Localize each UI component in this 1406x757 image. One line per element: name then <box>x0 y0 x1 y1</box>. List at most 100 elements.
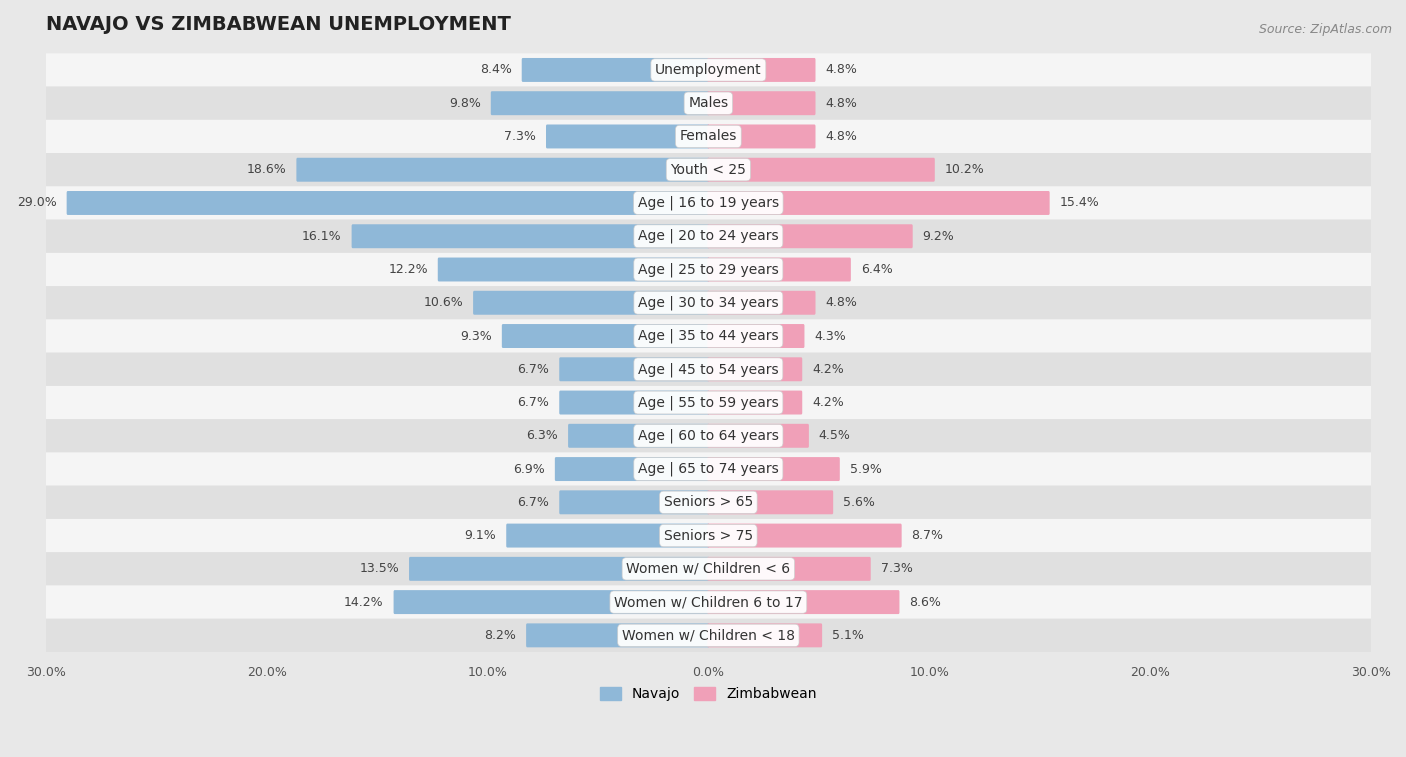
FancyBboxPatch shape <box>707 590 900 614</box>
FancyBboxPatch shape <box>546 124 710 148</box>
Text: 5.1%: 5.1% <box>832 629 863 642</box>
Text: Age | 65 to 74 years: Age | 65 to 74 years <box>638 462 779 476</box>
Text: 6.7%: 6.7% <box>517 396 550 409</box>
FancyBboxPatch shape <box>502 324 710 348</box>
FancyBboxPatch shape <box>707 357 803 382</box>
FancyBboxPatch shape <box>45 153 1371 186</box>
FancyBboxPatch shape <box>409 557 710 581</box>
Text: 9.8%: 9.8% <box>449 97 481 110</box>
Text: Source: ZipAtlas.com: Source: ZipAtlas.com <box>1258 23 1392 36</box>
Text: 14.2%: 14.2% <box>344 596 384 609</box>
FancyBboxPatch shape <box>45 186 1371 220</box>
Text: Age | 30 to 34 years: Age | 30 to 34 years <box>638 295 779 310</box>
Text: 8.4%: 8.4% <box>479 64 512 76</box>
Text: 9.3%: 9.3% <box>460 329 492 342</box>
FancyBboxPatch shape <box>568 424 710 448</box>
Text: Females: Females <box>679 129 737 144</box>
FancyBboxPatch shape <box>560 491 710 514</box>
FancyBboxPatch shape <box>707 457 839 481</box>
Text: 4.2%: 4.2% <box>813 396 844 409</box>
Text: 5.6%: 5.6% <box>844 496 875 509</box>
FancyBboxPatch shape <box>45 585 1371 618</box>
Text: 4.8%: 4.8% <box>825 296 858 310</box>
FancyBboxPatch shape <box>555 457 710 481</box>
FancyBboxPatch shape <box>45 286 1371 319</box>
Text: Age | 45 to 54 years: Age | 45 to 54 years <box>638 362 779 376</box>
Text: Age | 25 to 29 years: Age | 25 to 29 years <box>638 262 779 277</box>
Text: Unemployment: Unemployment <box>655 63 762 77</box>
Text: 4.5%: 4.5% <box>818 429 851 442</box>
Text: 15.4%: 15.4% <box>1060 197 1099 210</box>
Text: Youth < 25: Youth < 25 <box>671 163 747 176</box>
FancyBboxPatch shape <box>45 419 1371 453</box>
Legend: Navajo, Zimbabwean: Navajo, Zimbabwean <box>595 681 823 707</box>
Text: 10.2%: 10.2% <box>945 164 984 176</box>
FancyBboxPatch shape <box>707 257 851 282</box>
Text: 5.9%: 5.9% <box>849 463 882 475</box>
FancyBboxPatch shape <box>45 353 1371 386</box>
FancyBboxPatch shape <box>491 92 710 115</box>
FancyBboxPatch shape <box>707 491 834 514</box>
FancyBboxPatch shape <box>707 524 901 547</box>
FancyBboxPatch shape <box>352 224 710 248</box>
FancyBboxPatch shape <box>526 623 710 647</box>
Text: 7.3%: 7.3% <box>505 130 536 143</box>
Text: Age | 55 to 59 years: Age | 55 to 59 years <box>638 395 779 410</box>
Text: 4.3%: 4.3% <box>814 329 846 342</box>
FancyBboxPatch shape <box>707 391 803 415</box>
FancyBboxPatch shape <box>707 58 815 82</box>
Text: 4.8%: 4.8% <box>825 64 858 76</box>
FancyBboxPatch shape <box>472 291 710 315</box>
FancyBboxPatch shape <box>394 590 710 614</box>
Text: 8.7%: 8.7% <box>911 529 943 542</box>
FancyBboxPatch shape <box>707 92 815 115</box>
FancyBboxPatch shape <box>45 220 1371 253</box>
Text: 4.8%: 4.8% <box>825 97 858 110</box>
Text: 4.8%: 4.8% <box>825 130 858 143</box>
Text: 6.7%: 6.7% <box>517 363 550 375</box>
FancyBboxPatch shape <box>707 224 912 248</box>
Text: 13.5%: 13.5% <box>360 562 399 575</box>
FancyBboxPatch shape <box>707 623 823 647</box>
FancyBboxPatch shape <box>560 357 710 382</box>
FancyBboxPatch shape <box>45 486 1371 519</box>
Text: NAVAJO VS ZIMBABWEAN UNEMPLOYMENT: NAVAJO VS ZIMBABWEAN UNEMPLOYMENT <box>45 15 510 34</box>
Text: 9.1%: 9.1% <box>464 529 496 542</box>
FancyBboxPatch shape <box>45 53 1371 86</box>
FancyBboxPatch shape <box>707 157 935 182</box>
FancyBboxPatch shape <box>707 557 870 581</box>
Text: Males: Males <box>689 96 728 111</box>
FancyBboxPatch shape <box>522 58 710 82</box>
FancyBboxPatch shape <box>707 424 808 448</box>
FancyBboxPatch shape <box>66 191 710 215</box>
Text: Age | 60 to 64 years: Age | 60 to 64 years <box>638 428 779 443</box>
FancyBboxPatch shape <box>707 291 815 315</box>
Text: 6.3%: 6.3% <box>526 429 558 442</box>
Text: Age | 20 to 24 years: Age | 20 to 24 years <box>638 229 779 244</box>
Text: 8.2%: 8.2% <box>484 629 516 642</box>
Text: 8.6%: 8.6% <box>910 596 941 609</box>
Text: Women w/ Children 6 to 17: Women w/ Children 6 to 17 <box>614 595 803 609</box>
FancyBboxPatch shape <box>437 257 710 282</box>
FancyBboxPatch shape <box>45 120 1371 153</box>
FancyBboxPatch shape <box>707 324 804 348</box>
FancyBboxPatch shape <box>45 86 1371 120</box>
Text: Women w/ Children < 18: Women w/ Children < 18 <box>621 628 794 643</box>
Text: 16.1%: 16.1% <box>302 229 342 243</box>
Text: 4.2%: 4.2% <box>813 363 844 375</box>
FancyBboxPatch shape <box>560 391 710 415</box>
Text: 29.0%: 29.0% <box>17 197 56 210</box>
Text: Seniors > 65: Seniors > 65 <box>664 495 754 509</box>
FancyBboxPatch shape <box>45 319 1371 353</box>
FancyBboxPatch shape <box>707 124 815 148</box>
FancyBboxPatch shape <box>45 386 1371 419</box>
FancyBboxPatch shape <box>707 191 1050 215</box>
Text: 6.7%: 6.7% <box>517 496 550 509</box>
Text: 6.9%: 6.9% <box>513 463 546 475</box>
Text: 10.6%: 10.6% <box>423 296 463 310</box>
FancyBboxPatch shape <box>45 552 1371 585</box>
FancyBboxPatch shape <box>45 519 1371 552</box>
Text: Age | 35 to 44 years: Age | 35 to 44 years <box>638 329 779 343</box>
Text: 7.3%: 7.3% <box>880 562 912 575</box>
FancyBboxPatch shape <box>45 618 1371 652</box>
